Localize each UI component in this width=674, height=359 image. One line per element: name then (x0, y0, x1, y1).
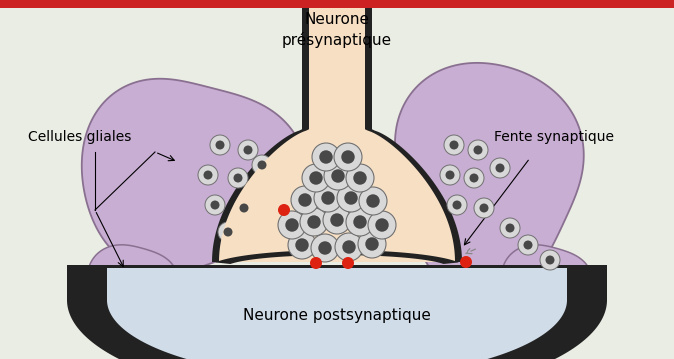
Text: Neurone postsynaptique: Neurone postsynaptique (243, 308, 431, 323)
Circle shape (295, 238, 309, 252)
Circle shape (341, 150, 355, 164)
Circle shape (447, 195, 467, 215)
Circle shape (278, 211, 306, 239)
Circle shape (506, 224, 514, 233)
Circle shape (452, 200, 462, 210)
Circle shape (278, 204, 290, 216)
Circle shape (346, 164, 374, 192)
Circle shape (342, 257, 354, 269)
Circle shape (309, 171, 323, 185)
Text: Neurone: Neurone (305, 12, 369, 27)
Circle shape (344, 191, 358, 205)
Circle shape (490, 158, 510, 178)
Circle shape (307, 215, 321, 229)
Circle shape (444, 135, 464, 155)
Circle shape (310, 257, 322, 269)
Circle shape (314, 184, 342, 212)
Polygon shape (215, 250, 459, 264)
Circle shape (210, 135, 230, 155)
Circle shape (365, 237, 379, 251)
Circle shape (332, 169, 344, 183)
Circle shape (450, 140, 458, 149)
Circle shape (334, 143, 362, 171)
Polygon shape (501, 245, 591, 311)
Circle shape (312, 143, 340, 171)
Circle shape (300, 208, 328, 236)
Circle shape (318, 241, 332, 255)
Circle shape (234, 198, 254, 218)
Circle shape (323, 206, 351, 234)
Circle shape (324, 162, 352, 190)
Circle shape (204, 171, 212, 180)
Circle shape (474, 145, 483, 154)
Circle shape (210, 200, 220, 210)
Polygon shape (395, 63, 584, 298)
Polygon shape (107, 268, 567, 359)
Circle shape (233, 173, 243, 182)
Circle shape (238, 140, 258, 160)
Circle shape (366, 194, 379, 208)
Circle shape (205, 195, 225, 215)
Circle shape (321, 191, 335, 205)
Bar (0, 0, 674, 8)
Text: présynaptique: présynaptique (282, 32, 392, 48)
Circle shape (440, 165, 460, 185)
Circle shape (228, 168, 248, 188)
Polygon shape (87, 245, 177, 311)
Circle shape (288, 231, 316, 259)
Circle shape (252, 155, 272, 175)
Circle shape (474, 198, 494, 218)
Circle shape (495, 163, 505, 173)
Text: Fente synaptique: Fente synaptique (494, 130, 614, 144)
Circle shape (368, 211, 396, 239)
Circle shape (337, 184, 365, 212)
Circle shape (218, 222, 238, 242)
Circle shape (446, 171, 454, 180)
Circle shape (299, 193, 311, 207)
Circle shape (216, 140, 224, 149)
Circle shape (468, 140, 488, 160)
Circle shape (375, 218, 389, 232)
Circle shape (239, 204, 249, 213)
Circle shape (311, 234, 339, 262)
Circle shape (302, 164, 330, 192)
Circle shape (257, 160, 266, 169)
Circle shape (359, 187, 387, 215)
Polygon shape (67, 265, 607, 359)
Circle shape (198, 165, 218, 185)
Circle shape (224, 228, 233, 237)
Polygon shape (82, 79, 306, 273)
Circle shape (479, 204, 489, 213)
Polygon shape (219, 8, 455, 262)
Circle shape (358, 230, 386, 258)
Circle shape (346, 208, 374, 236)
Circle shape (353, 215, 367, 229)
Circle shape (524, 241, 532, 250)
Circle shape (342, 240, 356, 254)
Circle shape (470, 173, 479, 182)
Text: Cellules gliales: Cellules gliales (28, 130, 131, 144)
Circle shape (464, 168, 484, 188)
Circle shape (540, 250, 560, 270)
Circle shape (545, 256, 555, 265)
Circle shape (518, 235, 538, 255)
Circle shape (243, 145, 253, 154)
Circle shape (291, 186, 319, 214)
Circle shape (330, 213, 344, 227)
Circle shape (285, 218, 299, 232)
Circle shape (460, 256, 472, 268)
Circle shape (500, 218, 520, 238)
Polygon shape (212, 8, 462, 262)
Circle shape (353, 171, 367, 185)
Circle shape (319, 150, 333, 164)
Circle shape (335, 233, 363, 261)
